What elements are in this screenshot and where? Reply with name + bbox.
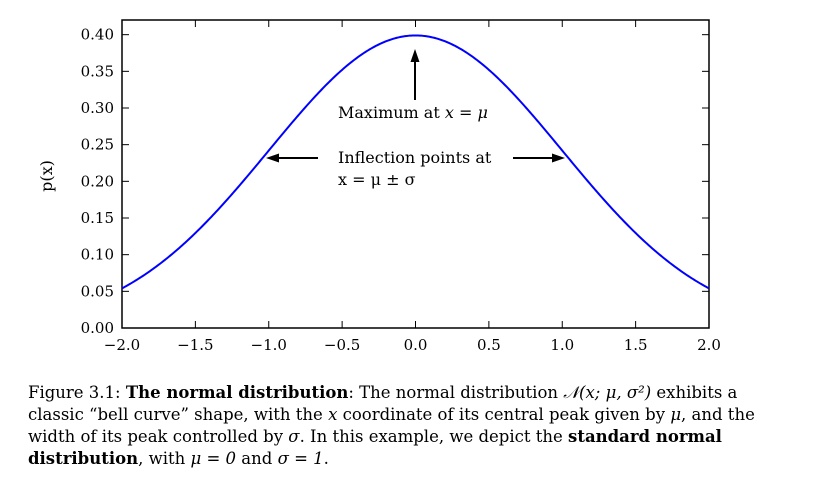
y-tick-label: 0.30 (81, 99, 114, 117)
y-tick-label: 0.00 (81, 319, 114, 337)
y-tick-label: 0.25 (81, 136, 114, 154)
x-tick-label: 2.0 (697, 336, 721, 354)
x-tick-label: 1.5 (624, 336, 648, 354)
maximum-arrow-head (410, 49, 420, 62)
caption-label: Figure 3.1: (28, 383, 126, 402)
x-tick-label: 1.0 (550, 336, 574, 354)
y-tick-label: 0.35 (81, 62, 114, 80)
y-tick-label: 0.40 (81, 26, 114, 44)
inflection-left-arrow-head (266, 153, 279, 163)
inflection-annotation-line1: Inflection points at (338, 148, 492, 167)
y-tick-label: 0.15 (81, 209, 114, 227)
x-tick-label: −1.5 (177, 336, 213, 354)
y-tick-label: 0.10 (81, 246, 114, 264)
x-tick-label: −0.5 (324, 336, 360, 354)
normal-distribution-chart: −2.0 −1.5 −1.0 −0.5 0.0 0.5 1.0 1.5 2.0 0.00 0.05… (37, 19, 721, 354)
inflection-right-arrow-head (552, 153, 565, 163)
y-tick-label: 0.20 (81, 172, 114, 190)
y-axis-label: p(x) (37, 160, 56, 192)
inflection-annotation-line2: x = μ ± σ (338, 170, 416, 189)
x-tick-label: 0.0 (404, 336, 428, 354)
normal-pdf-curve (121, 34, 710, 290)
x-tick-label: −2.0 (104, 336, 140, 354)
caption-title: The normal distribution (125, 383, 349, 402)
caption-standard-normal: standard normal distribution (28, 427, 722, 468)
y-axis-ticks: 0.00 0.05 0.10 0.15 0.20 0.25 0.30 0.35 0.40 (81, 26, 709, 337)
annotations: Maximum at x = μ Inflection points at x … (266, 49, 565, 189)
y-tick-label: 0.05 (81, 282, 114, 300)
x-tick-label: 0.5 (477, 336, 501, 354)
x-tick-label: −1.0 (251, 336, 287, 354)
figure-caption: Figure 3.1: The normal distribution: The… (28, 383, 755, 468)
maximum-annotation: Maximum at x = μ (338, 103, 488, 122)
x-axis-ticks: −2.0 −1.5 −1.0 −0.5 0.0 0.5 1.0 1.5 2.0 (104, 20, 721, 354)
